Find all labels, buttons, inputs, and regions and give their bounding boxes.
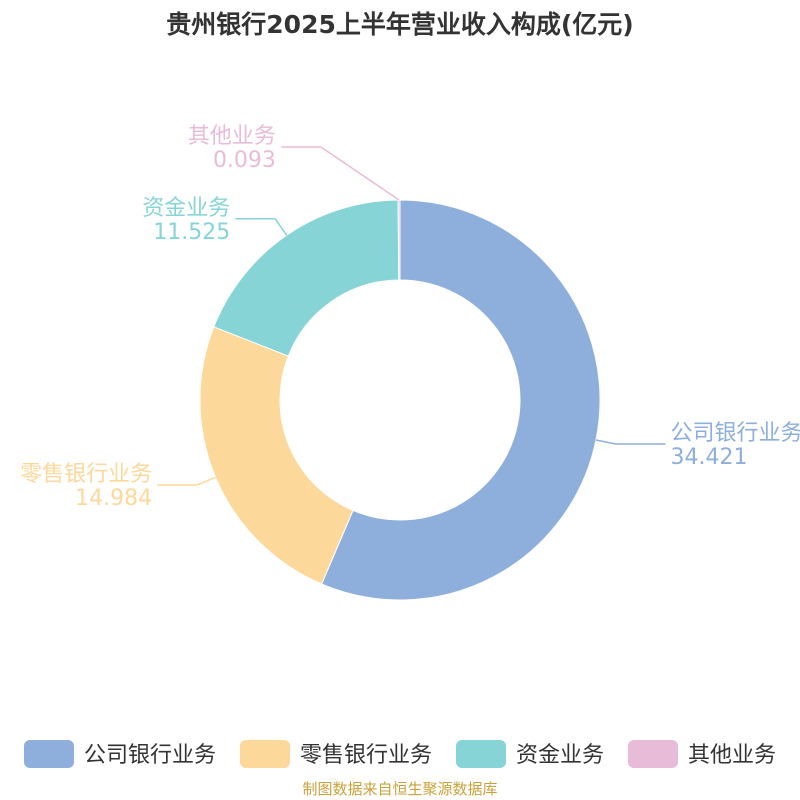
leader-line-3 [235, 218, 288, 236]
chart-title: 贵州银行2025上半年营业收入构成(亿元) [166, 10, 633, 39]
leader-line-1 [595, 439, 666, 445]
slice-label-value: 11.525 [153, 220, 230, 245]
legend-swatch [24, 740, 74, 768]
legend-swatch [628, 740, 678, 768]
leader-line-2 [157, 476, 216, 486]
slice-1 [320, 199, 601, 601]
slice-label-value: 0.093 [213, 148, 276, 173]
source-note: 制图数据来自恒生聚源数据库 [302, 780, 497, 798]
legend-swatch [456, 740, 506, 768]
label-leader-lines [157, 146, 666, 486]
donut-slices [199, 199, 601, 601]
slice-label-name: 其他业务 [188, 124, 276, 149]
slice-label-name: 零售银行业务 [20, 462, 152, 487]
legend-swatch [240, 740, 290, 768]
legend-label: 公司银行业务 [84, 743, 216, 768]
legend-label: 零售银行业务 [300, 743, 432, 768]
slice-label-value: 34.421 [671, 445, 748, 470]
slice-4 [397, 199, 401, 281]
leader-line-4 [280, 146, 400, 201]
slice-label-name: 资金业务 [142, 196, 230, 221]
legend-label: 其他业务 [688, 743, 776, 768]
legend-label: 资金业务 [516, 743, 604, 768]
slice-label-name: 公司银行业务 [671, 421, 800, 446]
slice-2 [199, 326, 354, 585]
slice-3 [213, 199, 400, 357]
legend: 公司银行业务 零售银行业务 资金业务 其他业务 [24, 740, 776, 768]
slice-label-value: 14.984 [75, 486, 152, 511]
